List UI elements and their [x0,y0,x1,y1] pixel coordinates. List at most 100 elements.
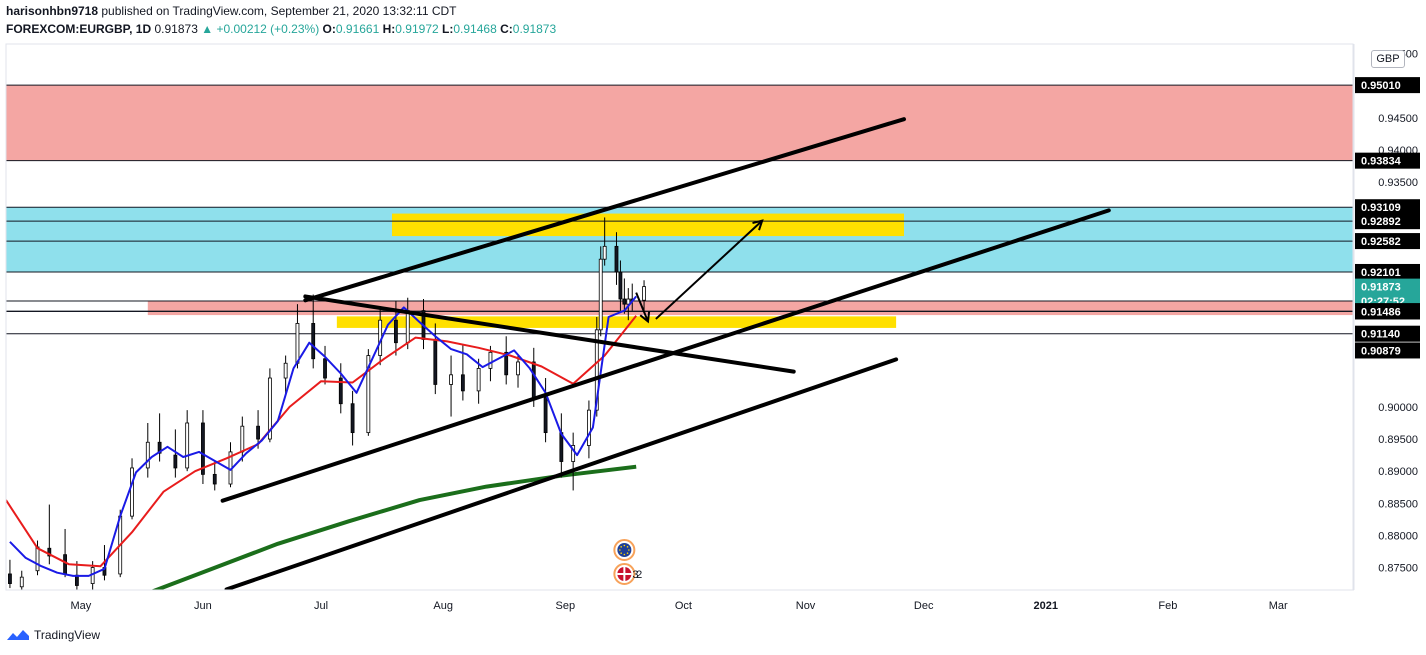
price-axis-tick: 0.89000 [1378,466,1418,478]
price-axis-tick: 0.89500 [1378,434,1418,446]
low-label: L: [442,22,454,36]
extra-events-count[interactable]: 2 [636,569,642,581]
candle [19,570,24,590]
candle [602,217,607,266]
price-label-text: 0.91486 [1361,306,1401,318]
eu-flag-event-icon[interactable] [613,539,636,561]
plot-area [6,84,1353,590]
candle-body [476,367,481,392]
moving-average-slow [6,315,637,568]
price-axis-label: 0.93834 [1355,152,1420,169]
price-change: +0.00212 (+0.23%) [216,22,320,36]
candle-body [63,554,67,575]
moving-average-fast [9,295,637,577]
price-label-bg [1355,325,1420,342]
candle-body [642,286,646,301]
candle-body [295,323,300,364]
price-label-bg [1355,213,1420,230]
candle-body [19,576,24,588]
last-price: 0.91873 [154,22,198,36]
price-axis-label: 0.90879 [1355,342,1420,359]
candle-body [488,351,493,369]
flag-star [626,552,629,554]
candle-body [460,374,465,392]
candle-body [338,377,343,405]
candle-body [350,403,355,434]
price-axis-label: 0.92892 [1355,213,1420,230]
candle [614,232,619,285]
time-axis-label: Aug [433,600,453,612]
candle-body [267,377,272,440]
candle-body [323,358,327,379]
candle-body [594,329,599,411]
candle [240,416,245,462]
time-axis-label: 2021 [1034,600,1058,612]
tradingview-footer: TradingView [6,628,100,642]
candle [8,559,12,589]
symbol-info: FOREXCOM:EURGBP, 1D 0.91873 ▲ +0.00212 (… [6,22,556,36]
price-label-text: 0.92582 [1361,236,1401,248]
candle [228,442,233,488]
candle [283,355,288,395]
channel-bottom [220,208,1111,503]
candle-body [433,339,438,385]
candle-body [8,573,12,584]
price-label-text: 0.93109 [1361,202,1401,214]
candle-body [587,409,591,446]
candle-body [256,425,260,440]
candle [63,528,67,578]
flag-star [623,553,626,556]
channel-top [303,117,906,303]
author-name[interactable]: harisonhbn9718 [6,4,99,18]
arrow-head [639,311,651,324]
price-axis-tick: 0.94500 [1378,113,1418,125]
candle-body [618,271,623,300]
candle [145,422,150,478]
price-label-bg [1355,199,1420,216]
price-label-text: 0.92101 [1361,267,1401,279]
candle-body [366,355,371,434]
price-axis-tick: 0.87500 [1378,563,1418,575]
yellow-zone-upper [391,213,905,237]
currency-badge[interactable]: GBP [1371,50,1405,68]
time-axis-label: Jun [194,600,212,612]
price-label-text: 0.92892 [1361,216,1401,228]
candle-body [283,362,288,379]
price-axis-label: 0.91873 [1355,278,1420,295]
candle-body [516,361,520,376]
candle [516,354,520,388]
open-value: 0.91661 [335,22,380,36]
time-axis-label: Oct [675,600,692,612]
candle-body [622,298,627,305]
price-axis-label: 0.95010 [1355,77,1420,94]
time-axis-label: Nov [796,600,816,612]
price-label-bg [1355,342,1420,359]
flag-star [628,549,630,551]
high-label: H: [382,22,396,36]
candle [559,413,564,478]
low-value: 0.91468 [453,22,497,36]
tradingview-brand: TradingView [34,628,101,642]
price-label-text: 0.95010 [1361,80,1401,92]
price-label-bg [1355,152,1420,169]
candle-body [35,546,40,572]
flag-star [619,549,621,551]
flag-star [626,546,629,548]
candle-body [145,441,150,469]
candle-body [543,396,548,434]
candle [476,358,481,404]
time-axis-label: May [70,600,91,612]
arrow-head [752,219,764,231]
candle [173,429,178,478]
price-axis-tick: 0.88500 [1378,498,1418,510]
candle-body [504,351,509,376]
candle [622,278,627,314]
uk-flag-event-icon[interactable]: 3 [613,563,638,585]
close-label: C: [500,22,513,36]
candle [323,345,327,385]
candle [130,458,134,520]
price-axis-tick: 0.90000 [1378,402,1418,414]
candle-body [449,374,453,385]
candle-body [157,441,162,454]
